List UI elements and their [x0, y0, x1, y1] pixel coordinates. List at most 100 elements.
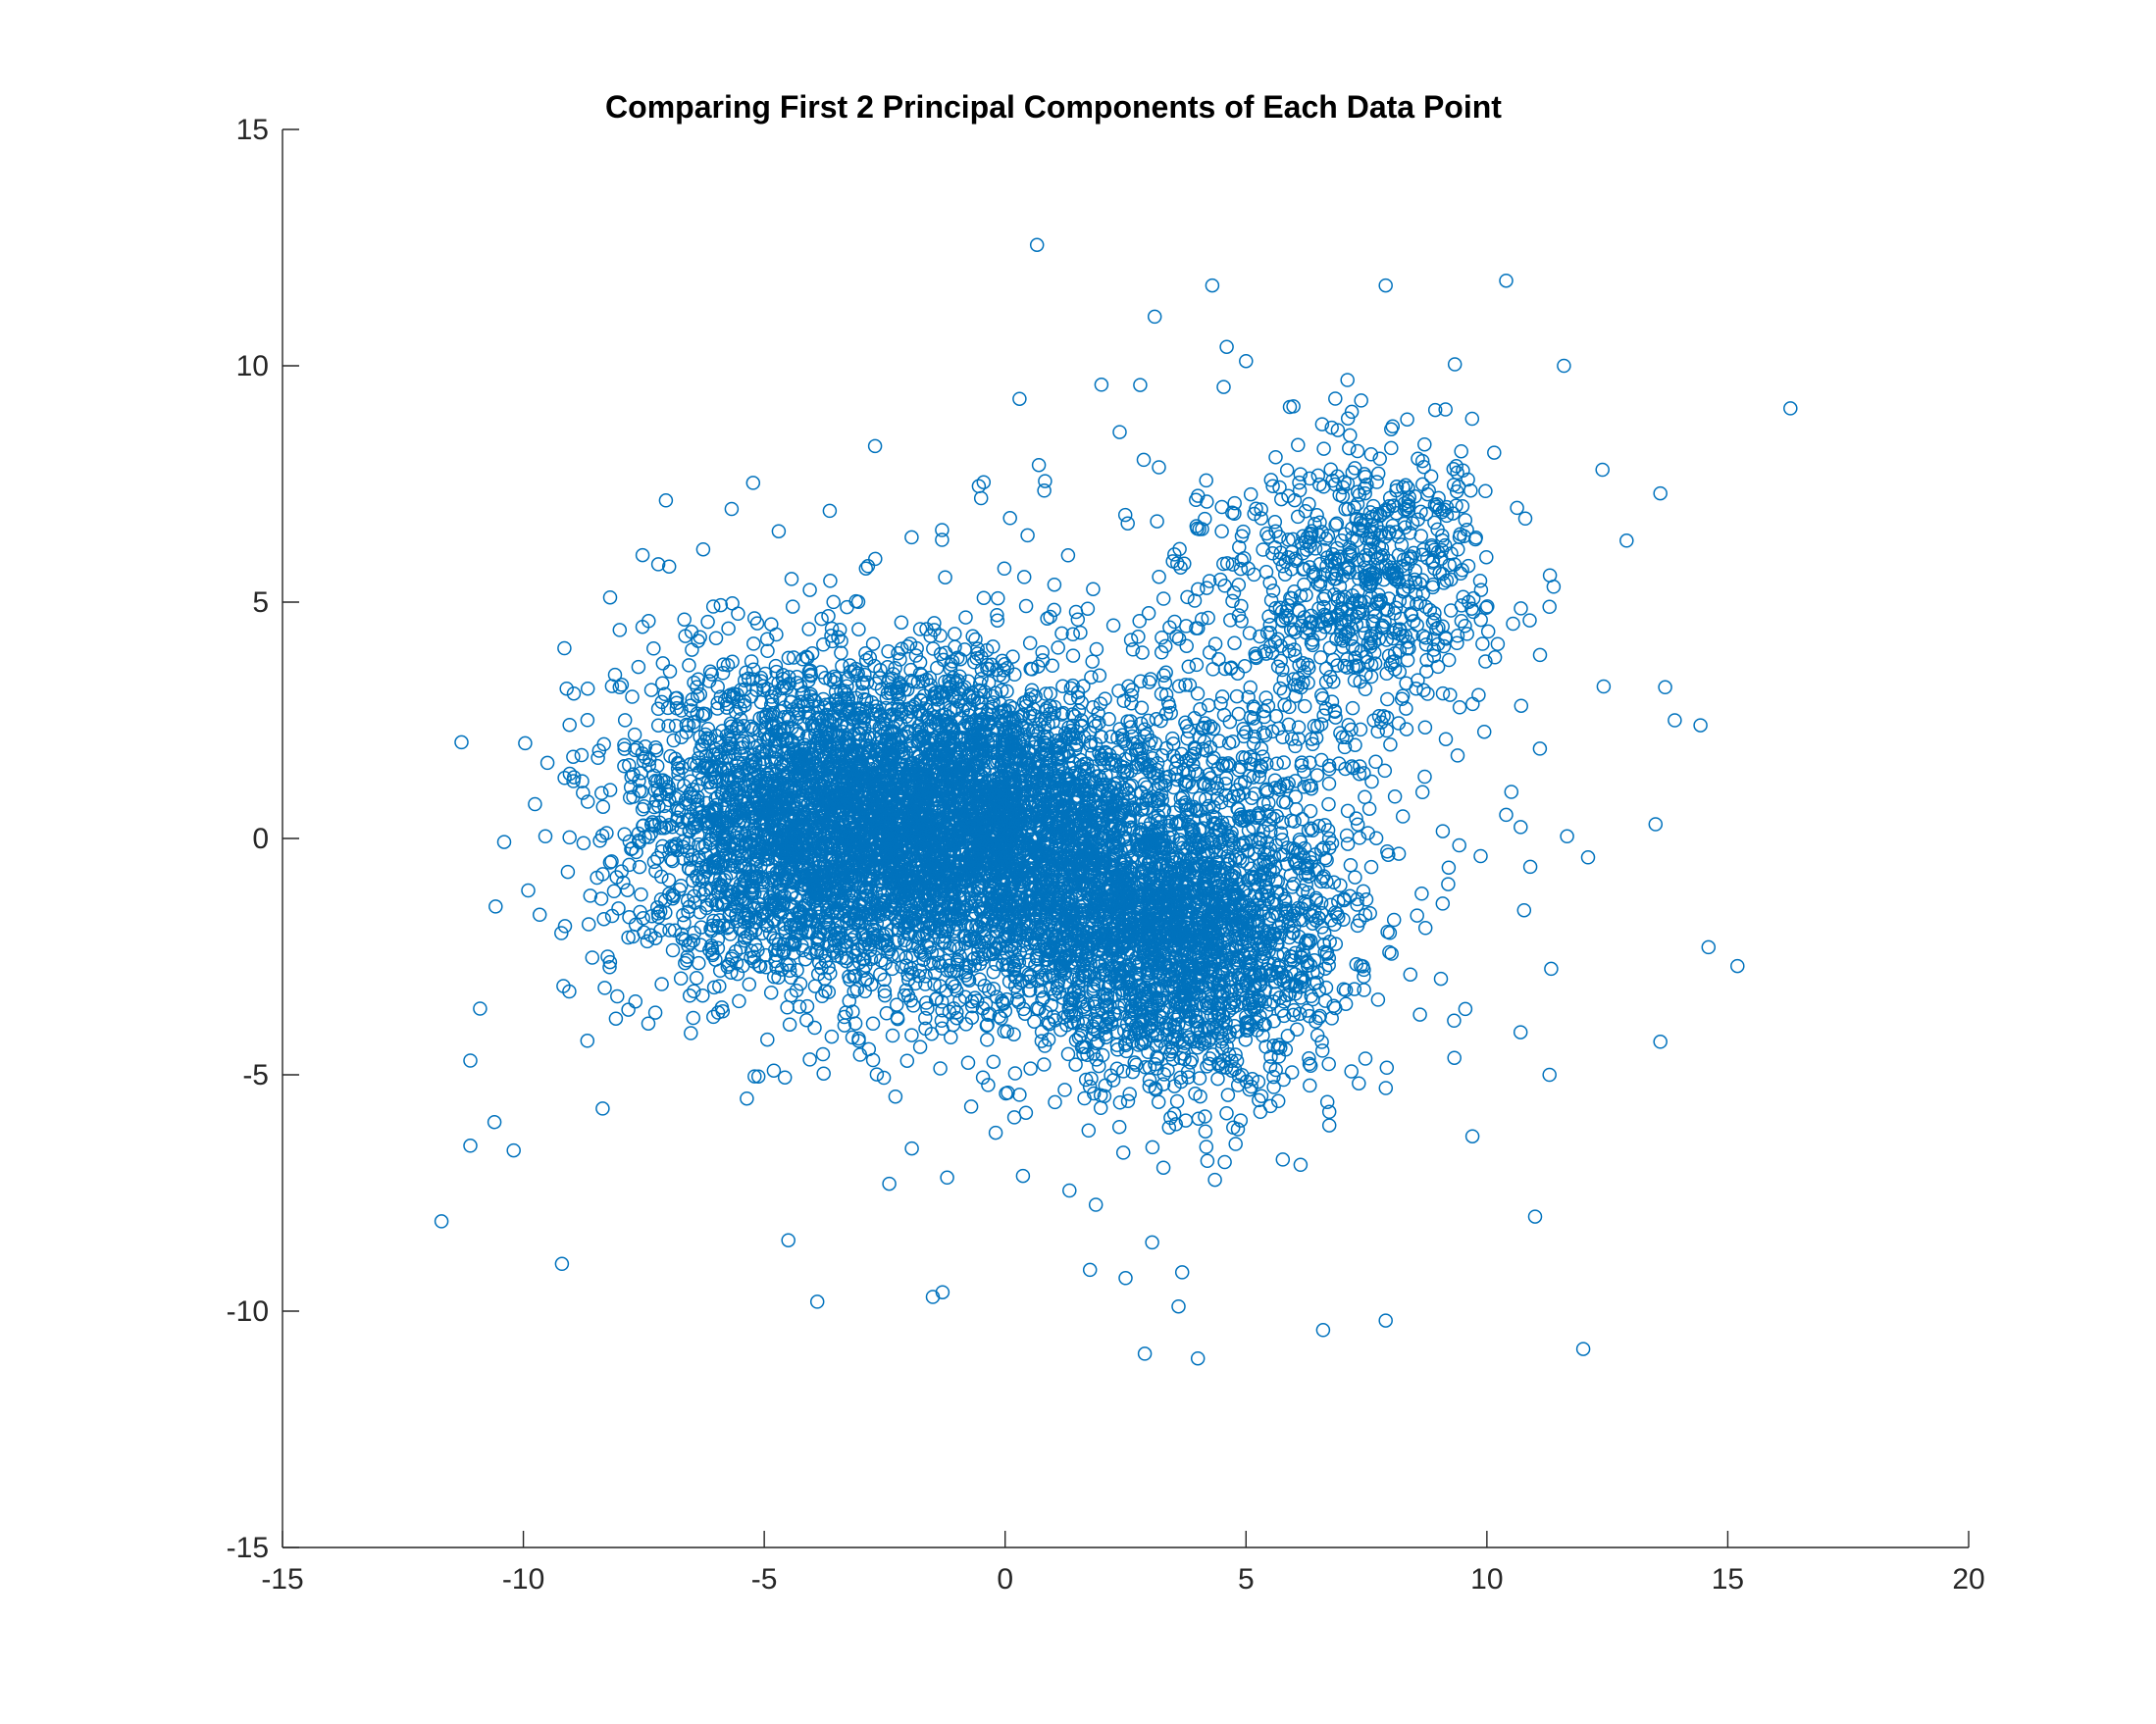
data-point-marker	[597, 981, 612, 995]
data-point-marker	[660, 700, 676, 716]
data-point-marker	[693, 686, 708, 702]
data-point-marker	[826, 594, 841, 610]
data-point-marker	[595, 799, 611, 814]
data-point-marker	[695, 541, 711, 557]
data-point-marker	[792, 915, 806, 930]
data-point-marker	[666, 733, 682, 748]
data-point-marker	[881, 643, 896, 659]
data-point-marker	[661, 559, 677, 574]
data-point-marker	[634, 887, 648, 902]
data-point-marker	[686, 1010, 701, 1026]
data-point-marker	[789, 983, 804, 998]
data-point-marker	[583, 888, 598, 903]
data-point-marker	[780, 803, 795, 818]
data-point-marker	[784, 988, 798, 1003]
data-point-marker	[965, 629, 980, 644]
data-point-marker	[927, 977, 942, 991]
data-point-marker	[622, 757, 637, 773]
data-point-marker	[816, 1066, 831, 1081]
data-point-marker	[766, 969, 782, 985]
data-point-marker	[562, 717, 577, 733]
data-point-marker	[488, 899, 503, 914]
data-point-marker	[677, 915, 692, 931]
data-point-marker	[986, 982, 1001, 996]
data-point-marker	[648, 742, 664, 758]
data-point-marker	[705, 599, 721, 614]
data-point-marker	[706, 980, 722, 995]
data-point-marker	[960, 1055, 976, 1070]
data-point-marker	[610, 989, 625, 1004]
data-point-marker	[518, 735, 533, 751]
data-point-marker	[585, 950, 600, 965]
data-point-marker	[737, 858, 752, 874]
data-point-marker	[1086, 582, 1101, 596]
data-point-marker	[742, 977, 757, 992]
data-point-marker	[1213, 795, 1229, 810]
data-point-marker	[816, 637, 831, 652]
data-point-marker	[590, 750, 605, 766]
data-point-marker	[617, 713, 633, 728]
data-point-marker	[685, 642, 699, 657]
data-point-marker	[746, 636, 761, 651]
data-point-marker	[594, 786, 609, 801]
data-point-marker	[834, 645, 848, 661]
data-point-marker	[763, 985, 779, 1000]
data-point-marker	[628, 993, 643, 1009]
data-point-marker	[785, 599, 800, 614]
data-point-marker	[744, 654, 759, 669]
data-point-marker	[616, 875, 631, 890]
data-point-marker	[958, 610, 973, 625]
data-point-marker	[1084, 670, 1099, 685]
data-point-marker	[847, 1016, 863, 1031]
data-point-marker	[593, 891, 609, 906]
data-point-marker	[667, 923, 683, 938]
data-point-marker	[1363, 859, 1379, 875]
data-point-marker	[560, 864, 576, 880]
data-point-marker	[824, 621, 840, 636]
data-point-marker	[655, 656, 671, 671]
data-point-marker	[680, 949, 695, 964]
data-point-marker	[681, 861, 696, 876]
data-point-marker	[732, 993, 746, 1009]
data-point-marker	[581, 917, 596, 932]
data-point-marker	[662, 817, 677, 833]
data-point-marker	[677, 612, 692, 627]
data-point-marker	[749, 616, 765, 631]
data-point-marker	[948, 627, 962, 641]
data-point-marker	[622, 910, 637, 925]
data-point-marker	[775, 668, 791, 683]
data-point-marker	[730, 966, 745, 982]
data-point-marker	[1065, 648, 1081, 663]
data-point-marker	[760, 643, 775, 659]
data-point-marker	[674, 703, 689, 718]
data-point-marker	[602, 960, 617, 975]
data-point-marker	[719, 700, 735, 715]
data-point-marker	[687, 675, 701, 690]
data-point-marker	[686, 933, 701, 948]
data-point-marker	[528, 796, 542, 812]
data-point-marker	[823, 574, 838, 588]
data-point-marker	[628, 917, 643, 933]
scatter-markers	[434, 237, 1798, 1366]
data-point-marker	[617, 827, 632, 841]
data-point-marker	[684, 1026, 698, 1040]
data-point-marker	[714, 1000, 730, 1015]
data-point-marker	[622, 857, 637, 873]
data-point-marker	[554, 926, 569, 940]
data-point-marker	[662, 664, 678, 679]
data-point-marker	[769, 627, 784, 642]
data-point-marker	[620, 883, 635, 897]
data-point-marker	[566, 685, 582, 701]
data-point-marker	[793, 678, 808, 693]
data-point-marker	[628, 742, 642, 758]
data-point-marker	[663, 748, 678, 764]
data-point-marker	[606, 884, 622, 899]
data-point-marker	[701, 674, 717, 688]
data-point-marker	[678, 955, 693, 971]
data-point-marker	[691, 634, 705, 648]
data-point-marker	[580, 794, 595, 809]
data-point-marker	[708, 631, 724, 645]
data-point-marker	[622, 834, 638, 849]
data-point-marker	[674, 878, 689, 893]
